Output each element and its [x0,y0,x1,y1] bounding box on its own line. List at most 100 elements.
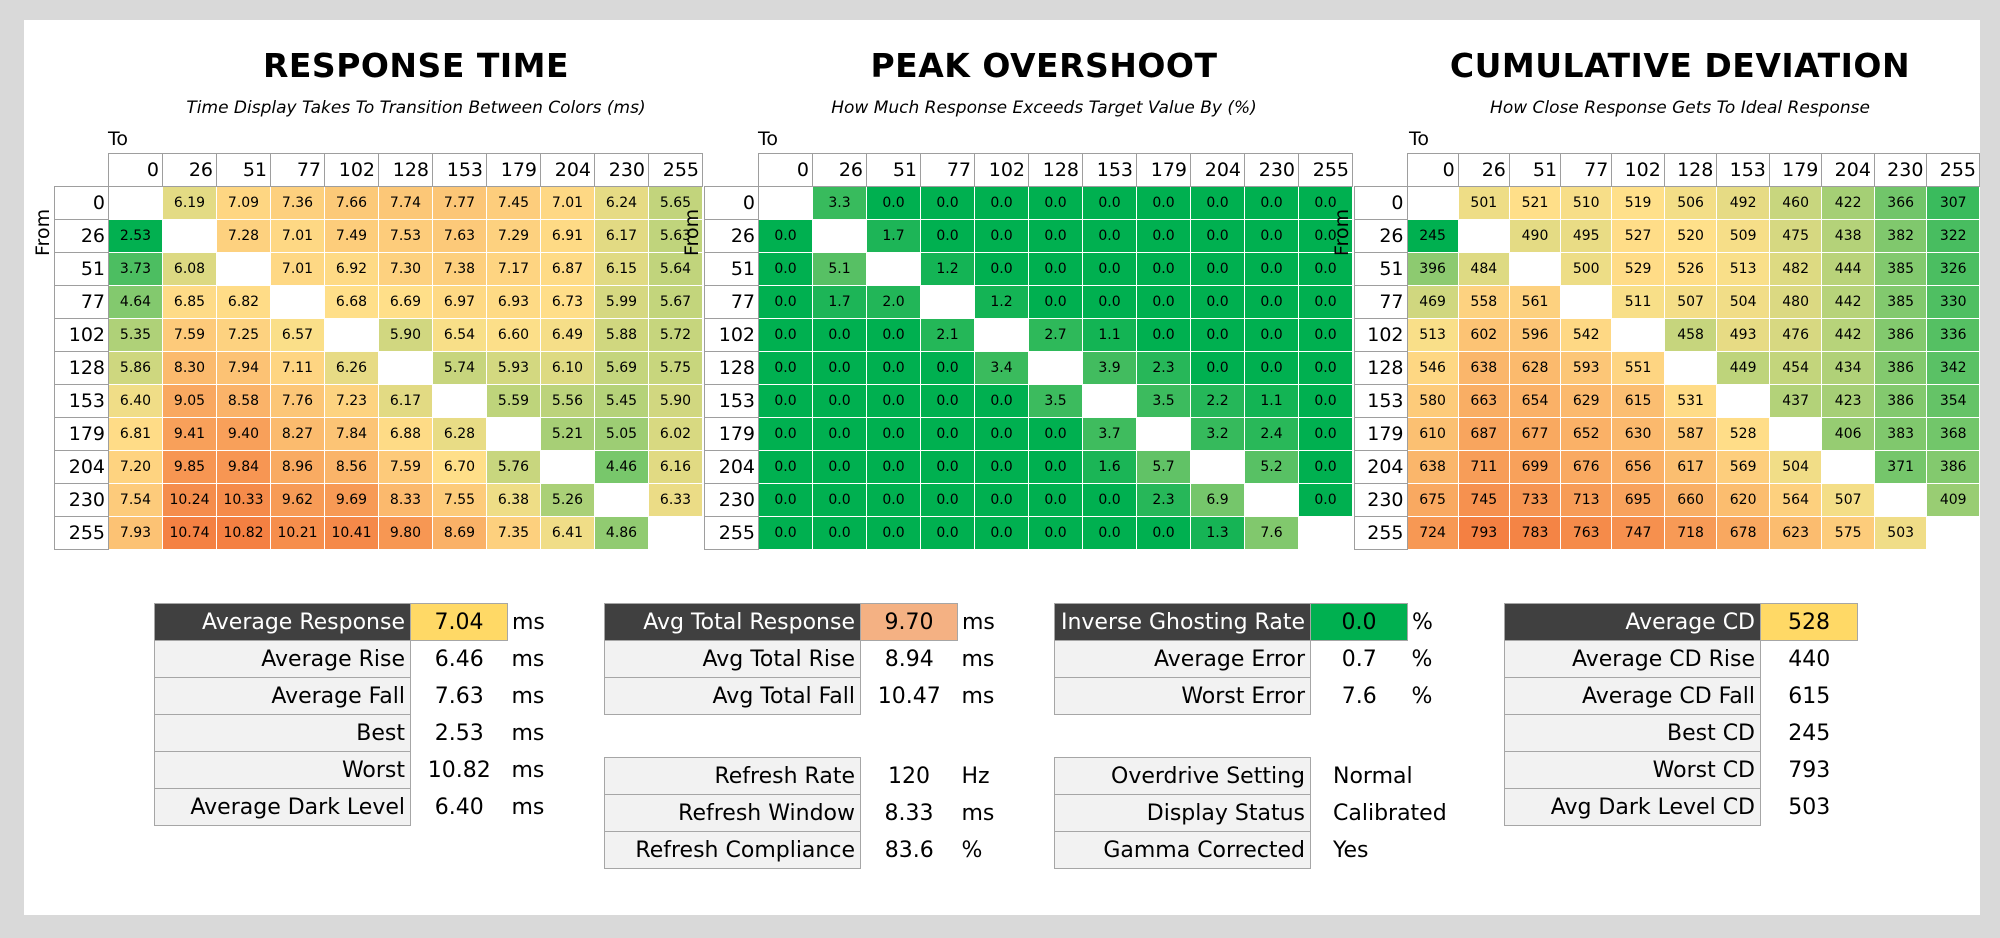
heatmap-row: 255 724 793 783 763 747 718 678 623 575 503 [1354,516,1980,550]
heatmap-cell: 454 [1768,351,1823,385]
heatmap-cell: 7.59 [162,318,217,352]
heatmap-cell: 546 [1406,351,1459,385]
heatmap-row: 153 6.40 9.05 8.58 7.76 7.23 6.17 5.59 5.56 5.45 5… [54,384,703,418]
heatmap-cell: 5.67 [648,285,703,319]
heatmap-cell: 9.40 [216,417,271,451]
stat-label: Worst CD [1504,751,1761,789]
heatmap-cell: 7.77 [432,186,487,220]
stat-value: 503 [1788,794,1831,820]
heatmap-row: 77 0.0 1.7 2.0 1.2 0.0 0.0 0.0 0.0 0.0 0.0 [704,285,1353,319]
heatmap-cell: 630 [1611,417,1665,451]
heatmap-row-header: 153 [704,384,759,418]
heatmap-cell: 492 [1716,186,1770,220]
heatmap-cell: 0.0 [1298,483,1353,517]
heatmap-cell: 7.30 [378,252,433,286]
heatmap-cell: 747 [1611,516,1665,550]
heatmap-diagonal-cell [162,219,217,253]
heatmap-cell: 521 [1508,186,1562,220]
heatmap-cell: 507 [1821,483,1875,517]
heatmap-cell: 7.63 [432,219,487,253]
stat-label: Inverse Ghosting Rate [1054,603,1311,641]
stat-value: 7.6 [1341,683,1377,709]
stat-unit: ms [511,646,545,672]
stat-row: Avg Total Fall 10.47 ms [604,677,1023,715]
heatmap-diagonal-cell [974,318,1029,352]
heatmap-cell: 513 [1406,318,1459,352]
heatmap-diagonal-cell [432,384,487,418]
stat-label: Display Status [1054,794,1311,832]
heatmap-cell: 0.0 [866,384,921,418]
heatmap-row-header: 153 [54,384,109,418]
heatmap-diagonal-cell [1926,516,1980,550]
heatmap-cell: 5.93 [486,351,541,385]
heatmap-row-header: 77 [704,285,759,319]
heatmap-cell: 6.97 [432,285,487,319]
heatmap-cell: 5.59 [486,384,541,418]
heatmap-cell: 0.0 [1244,285,1299,319]
heatmap-cell: 444 [1821,252,1875,286]
po-title: PEAK OVERSHOOT [870,46,1218,85]
heatmap-cell: 6.82 [216,285,271,319]
heatmap-cell: 675 [1406,483,1459,517]
heatmap-diagonal-cell [270,285,325,319]
heatmap-cell: 0.0 [920,351,975,385]
heatmap-diagonal-cell [216,252,271,286]
stat-value: 7.04 [410,603,508,641]
heatmap-cell: 0.0 [1082,252,1137,286]
heatmap-row-header: 179 [1354,417,1408,451]
stat-label: Overdrive Setting [1054,757,1311,795]
heatmap-cell: 6.60 [486,318,541,352]
heatmap-row-header: 128 [704,351,759,385]
heatmap-row: 179 6.81 9.41 9.40 8.27 7.84 6.88 6.28 5.21 5.05 6… [54,417,703,451]
stat-label: Refresh Rate [604,757,861,795]
stat-label: Avg Total Fall [604,677,861,715]
heatmap-cell: 8.30 [162,351,217,385]
heatmap-cell: 6.91 [540,219,595,253]
heatmap-row-header: 51 [54,252,109,286]
heatmap-cell: 8.33 [378,483,433,517]
stat-value: 528 [1760,603,1858,641]
heatmap-cell: 2.3 [1136,483,1191,517]
heatmap-cell: 0.0 [1136,318,1191,352]
heatmap-cell: 4.64 [108,285,163,319]
stat-label: Refresh Compliance [604,831,861,869]
heatmap-cell: 6.87 [540,252,595,286]
heatmap-cell: 7.45 [486,186,541,220]
heatmap-corner [1354,153,1408,187]
heatmap-cell: 6.92 [324,252,379,286]
heatmap-cell: 0.0 [866,516,921,550]
heatmap-cell: 0.0 [974,252,1029,286]
heatmap-cell: 0.0 [1028,417,1083,451]
heatmap-cell: 495 [1560,219,1613,253]
stat-label: Worst Error [1054,677,1311,715]
stat-label: Average CD [1504,603,1761,641]
heatmap-cell: 5.76 [486,450,541,484]
cd-stats-table: Average CD 528 Average CD Rise 440 Average… [1504,603,1858,826]
heatmap-cell: 0.0 [812,516,867,550]
heatmap-col-header: 51 [866,153,921,187]
heatmap-col-header: 51 [1508,153,1562,187]
heatmap-cell: 7.6 [1244,516,1299,550]
heatmap-cell: 7.29 [486,219,541,253]
cumulative-deviation-heatmap: 0 26 51 77 102 128 153 179 204 230 255 0 501 521 510 51… [1354,153,1980,550]
stat-label: Average Fall [154,677,411,715]
heatmap-cell: 0.0 [1028,285,1083,319]
heatmap-cell: 6.85 [162,285,217,319]
heatmap-cell: 0.0 [758,450,813,484]
heatmap-row-header: 128 [1354,351,1408,385]
heatmap-diagonal-cell [1508,252,1562,286]
heatmap-cell: 629 [1560,384,1613,418]
heatmap-cell: 6.24 [594,186,649,220]
stat-unit: ms [511,757,545,783]
heatmap-cell: 0.0 [920,186,975,220]
heatmap-cell: 0.0 [812,417,867,451]
heatmap-cell: 371 [1873,450,1928,484]
heatmap-row: 102 5.35 7.59 7.25 6.57 5.90 6.54 6.60 6.49 5.88 5… [54,318,703,352]
heatmap-row: 0 6.19 7.09 7.36 7.66 7.74 7.77 7.45 7.01 6.24 5.6… [54,186,703,220]
heatmap-cell: 0.0 [1082,483,1137,517]
stat-value: 10.82 [427,757,491,783]
heatmap-cell: 5.63 [648,219,703,253]
heatmap-col-header: 153 [1716,153,1770,187]
heatmap-cell: 1.7 [866,219,921,253]
stat-row: Average Dark Level 6.40 ms [154,788,573,826]
